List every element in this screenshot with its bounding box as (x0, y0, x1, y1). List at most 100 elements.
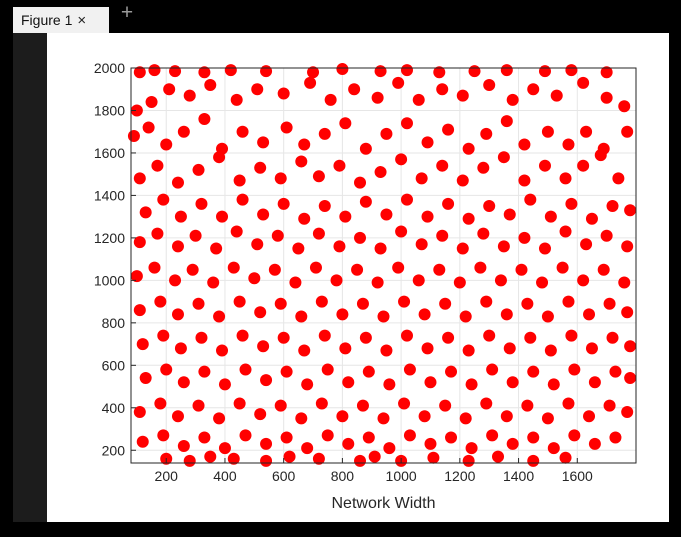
data-point (500, 308, 513, 321)
data-point (362, 431, 375, 444)
data-point (400, 329, 413, 342)
data-point (442, 331, 455, 344)
data-point (186, 263, 199, 276)
data-point (588, 376, 601, 389)
data-point (398, 295, 411, 308)
data-point (254, 408, 267, 421)
data-point (374, 65, 387, 78)
data-point (139, 372, 152, 385)
y-tick-label: 1000 (94, 272, 125, 288)
data-point (330, 274, 343, 287)
data-point (333, 159, 346, 172)
data-point (274, 172, 287, 185)
data-point (603, 297, 616, 310)
data-point (171, 410, 184, 423)
data-point (609, 365, 622, 378)
data-point (403, 429, 416, 442)
data-point (421, 210, 434, 223)
data-point (227, 452, 240, 465)
y-tick-label: 1200 (94, 230, 125, 246)
data-point (588, 437, 601, 450)
data-point (547, 442, 560, 455)
tab-close-icon[interactable]: × (77, 11, 87, 29)
data-point (160, 363, 173, 376)
data-point (151, 159, 164, 172)
data-point (374, 242, 387, 255)
data-point (421, 342, 434, 355)
data-point (171, 308, 184, 321)
data-point (424, 376, 437, 389)
data-point (280, 121, 293, 134)
data-point (583, 308, 596, 321)
data-point (565, 329, 578, 342)
data-point (336, 63, 349, 76)
data-point (133, 66, 146, 79)
data-point (148, 64, 161, 77)
data-point (412, 274, 425, 287)
data-point (324, 93, 337, 106)
data-point (198, 365, 211, 378)
data-point (356, 399, 369, 412)
data-point (483, 329, 496, 342)
data-point (568, 363, 581, 376)
y-axis-ticks: 200 400 600 800 1000 1200 1400 1600 1800 2000 (94, 60, 136, 458)
data-point (580, 238, 593, 251)
add-tab-icon[interactable]: + (120, 1, 134, 24)
data-point (550, 89, 563, 102)
data-point (603, 399, 616, 412)
data-point (445, 365, 458, 378)
data-point (139, 206, 152, 219)
y-tick-label: 200 (102, 442, 126, 458)
figure-canvas: 200 400 600 800 1000 1200 1400 1600 200 400 600 80… (47, 33, 669, 522)
data-point (260, 374, 273, 387)
data-point (157, 329, 170, 342)
data-point (442, 123, 455, 136)
data-point (600, 91, 613, 104)
data-point (151, 227, 164, 240)
x-tick-label: 1400 (503, 468, 534, 484)
data-point (216, 210, 229, 223)
data-point (377, 412, 390, 425)
x-tick-label: 1600 (562, 468, 593, 484)
data-point (309, 261, 322, 274)
data-point (462, 454, 475, 467)
data-point (169, 65, 182, 78)
x-tick-label: 800 (331, 468, 355, 484)
data-point (577, 76, 590, 89)
data-point (439, 297, 452, 310)
data-point (506, 437, 519, 450)
data-point (483, 78, 496, 91)
data-point (621, 406, 634, 419)
data-point (374, 166, 387, 179)
data-point (583, 410, 596, 423)
data-point (380, 208, 393, 221)
data-point (518, 138, 531, 151)
data-point (174, 342, 187, 355)
data-point (342, 376, 355, 389)
data-point (486, 429, 499, 442)
data-point (356, 297, 369, 310)
y-tick-label: 400 (102, 400, 126, 416)
data-point (597, 263, 610, 276)
right-panel-edge (669, 33, 681, 537)
data-point (230, 225, 243, 238)
data-point (503, 342, 516, 355)
data-point (403, 363, 416, 376)
data-point (268, 263, 281, 276)
data-point (298, 138, 311, 151)
data-point (556, 261, 569, 274)
data-point (562, 295, 575, 308)
x-tick-label: 1200 (444, 468, 475, 484)
data-point (295, 412, 308, 425)
axes-frame (130, 67, 637, 464)
data-point (415, 172, 428, 185)
data-point (518, 174, 531, 187)
data-point (315, 397, 328, 410)
x-axis-ticks: 200 400 600 800 1000 1200 1400 1600 (155, 458, 593, 484)
data-point (621, 125, 634, 138)
data-point (260, 437, 273, 450)
data-point (412, 93, 425, 106)
data-point (210, 242, 223, 255)
data-point (292, 242, 305, 255)
tab-figure-1[interactable]: Figure 1 × (13, 7, 109, 33)
